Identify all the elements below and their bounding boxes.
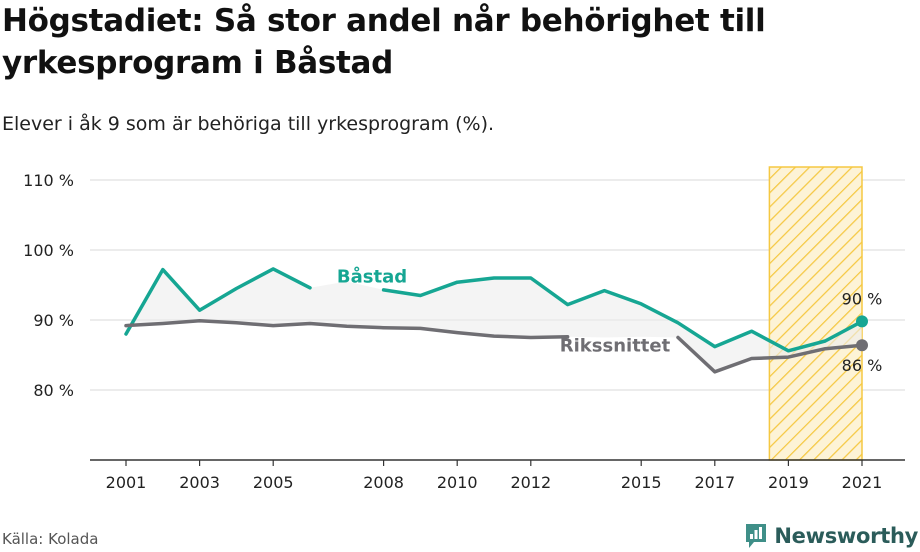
x-tick-label: 2001 [106, 473, 147, 492]
x-tick-label: 2008 [363, 473, 404, 492]
end-label-bastad: 90 % [842, 289, 883, 308]
series-label-bastad: Båstad [337, 266, 407, 288]
newsworthy-logo-icon [746, 524, 767, 548]
end-point-bastad [856, 315, 868, 328]
x-tick-label: 2021 [842, 473, 883, 492]
end-point-rikssnittet [856, 339, 868, 352]
series-lines [124, 267, 864, 374]
x-tick-label: 2019 [768, 473, 809, 492]
x-tick-label: 2003 [179, 473, 220, 492]
series-line-bastad [381, 276, 864, 353]
brand-name: Newsworthy [774, 524, 918, 548]
series-line-rikssnittet [676, 335, 864, 374]
series-line-rikssnittet [124, 318, 570, 340]
chart-title: Högstadiet: Så stor andel når behörighet… [2, 3, 766, 81]
brand-logo: Newsworthy [744, 521, 918, 551]
y-tick-label: 90 % [33, 311, 74, 330]
difference-area [126, 268, 862, 372]
y-tick-label: 110 % [23, 171, 74, 190]
x-tick-label: 2012 [510, 473, 551, 492]
x-tick-label: 2005 [253, 473, 294, 492]
chart-subtitle: Elever i åk 9 som är behöriga till yrkes… [2, 113, 495, 135]
highlight-band [768, 166, 863, 461]
end-label-rikssnittet: 86 % [842, 356, 883, 375]
x-tick-label: 2017 [694, 473, 735, 492]
highlight-band-rect [768, 166, 863, 461]
axes: 80 % 90 % 100 % 110 % 2001 2003 2005 2008 2010 20… [23, 171, 905, 492]
x-tick-label: 2015 [621, 473, 662, 492]
difference-area-shape [126, 268, 862, 372]
series-line-bastad [124, 267, 312, 336]
y-tick-label: 80 % [33, 381, 74, 400]
source-note: Källa: Kolada [2, 530, 99, 548]
series-label-rikssnittet: Rikssnittet [560, 336, 671, 357]
data-labels: Båstad Rikssnittet 90 % 86 % [337, 266, 882, 376]
x-tick-label: 2010 [437, 473, 478, 492]
y-tick-label: 100 % [23, 241, 74, 260]
